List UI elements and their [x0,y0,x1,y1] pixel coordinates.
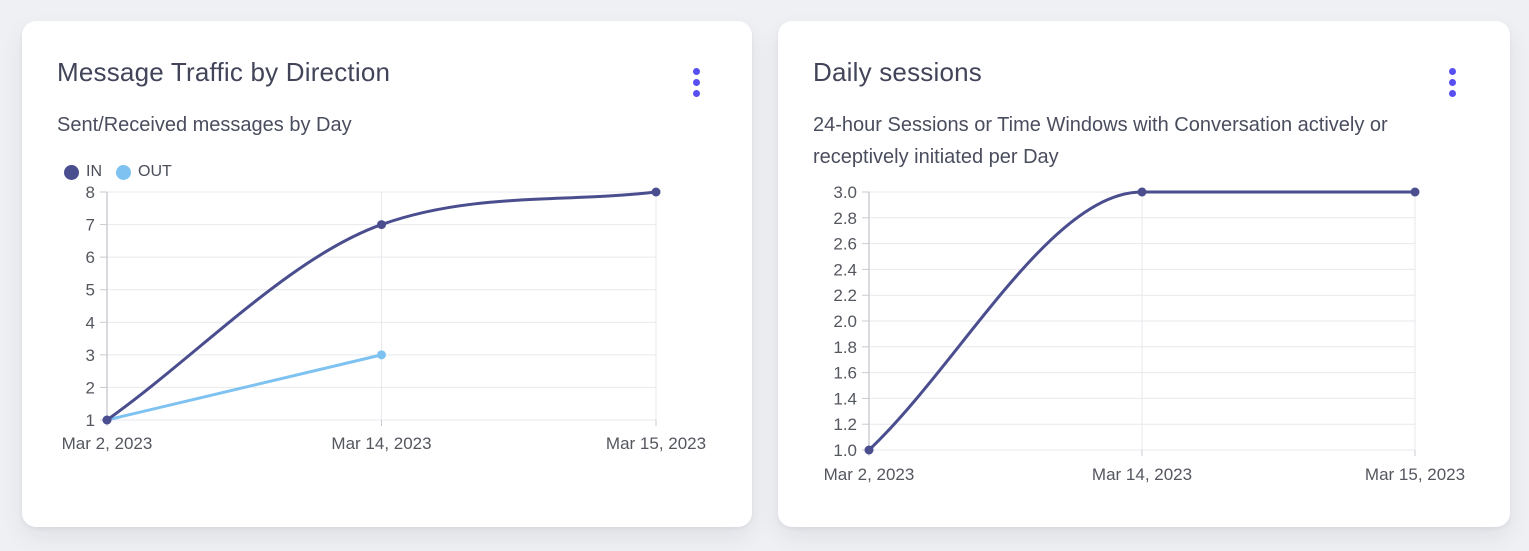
y-axis-tick-label: 2.2 [833,286,857,305]
chart-legend: IN OUT [64,160,172,184]
legend-label: IN [86,163,102,180]
data-point[interactable] [1137,187,1147,197]
y-axis-tick-label: 2.0 [833,312,857,331]
data-point[interactable] [864,445,874,455]
x-axis-tick-label: Mar 14, 2023 [1092,465,1192,484]
card-daily-sessions: Daily sessions 24-hour Sessions or Time … [778,21,1510,527]
legend-dot-in [64,164,79,180]
line-chart-message-traffic: 8 7 6 5 4 3 2 1 Mar 2, 2023 Mar 14, 2023 Mar 15, 2… [62,183,706,453]
page-title: Daily sessions [813,57,982,87]
card-menu-button[interactable] [1442,61,1462,103]
y-axis-tick-label: 7 [86,216,95,235]
series-line-daily-sessions [867,190,1417,452]
legend-dot-out [116,164,131,180]
chart-subtitle: 24-hour Sessions or Time Windows with Co… [813,114,1388,168]
x-axis-tick-label: Mar 14, 2023 [331,434,431,453]
y-axis-tick-label: 8 [86,183,95,202]
card-menu-button[interactable] [686,61,706,103]
data-point[interactable] [1410,187,1420,197]
y-axis-tick-label: 2.4 [833,260,857,279]
y-axis-tick-label: 1.0 [833,441,857,460]
y-axis-tick-label: 2.8 [833,209,857,228]
page-title: Message Traffic by Direction [57,57,391,87]
card-message-traffic: Message Traffic by Direction Sent/Receiv… [22,21,752,527]
chart-subtitle: Sent/Received messages by Day [57,114,352,136]
y-axis-tick-label: 2 [86,378,95,397]
series-line-out [105,353,383,422]
kebab-menu-icon [686,61,706,103]
legend-item-in[interactable]: IN [64,163,102,181]
kebab-menu-icon [1442,61,1462,103]
y-axis-tick-label: 4 [86,313,95,332]
y-axis-tick-label: 1 [86,411,95,430]
y-axis-tick-label: 2.6 [833,235,857,254]
line-chart-daily-sessions: 3.0 2.8 2.6 2.4 2.2 2.0 1.8 1.6 1.4 1.2 1.0 Mar 2, … [824,183,1465,484]
y-axis-tick-label: 6 [86,248,95,267]
x-axis-tick-label: Mar 15, 2023 [1365,465,1465,484]
legend-item-out[interactable]: OUT [116,163,172,181]
data-point[interactable] [651,187,661,197]
y-axis-tick-label: 3 [86,346,95,365]
data-point[interactable] [377,220,386,230]
y-axis-tick-label: 5 [86,281,95,300]
data-point[interactable] [377,350,386,360]
y-axis-tick-label: 1.8 [833,338,857,357]
x-axis-tick-label: Mar 2, 2023 [824,465,915,484]
y-axis-tick-label: 1.4 [833,389,857,408]
y-axis-tick-label: 1.6 [833,364,857,383]
x-axis-tick-label: Mar 15, 2023 [606,434,706,453]
y-axis-tick-label: 3.0 [833,183,857,202]
data-point[interactable] [102,415,112,425]
legend-label: OUT [138,163,172,180]
y-axis-tick-label: 1.2 [833,415,857,434]
x-axis-tick-label: Mar 2, 2023 [62,434,153,453]
